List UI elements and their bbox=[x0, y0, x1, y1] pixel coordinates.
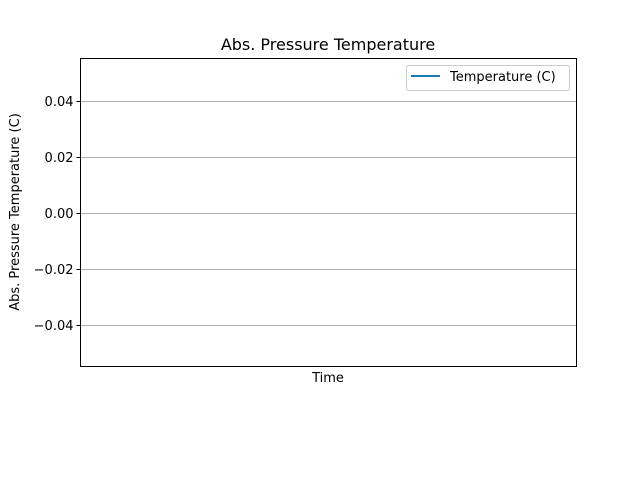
y-tick-label-neg-0-04: −0.04 bbox=[34, 319, 74, 334]
legend-box bbox=[406, 65, 570, 91]
y-axis-ticks: 0.04 0.02 0.00 −0.02 −0.04 bbox=[34, 95, 81, 334]
y-tick-label-0-00: 0.00 bbox=[45, 207, 74, 222]
x-axis-label: Time bbox=[311, 371, 344, 386]
y-tick-label-0-02: 0.02 bbox=[45, 151, 74, 166]
y-axis-label: Abs. Pressure Temperature (C) bbox=[8, 113, 23, 311]
plot-area-frame bbox=[80, 58, 577, 367]
y-tick-label-neg-0-02: −0.02 bbox=[34, 263, 74, 278]
chart-title: Abs. Pressure Temperature bbox=[221, 35, 435, 54]
legend-label-temperature: Temperature (C) bbox=[449, 70, 556, 85]
y-tick-label-0-04: 0.04 bbox=[45, 95, 74, 110]
legend: Temperature (C) bbox=[406, 65, 570, 91]
grid-lines bbox=[80, 101, 577, 326]
